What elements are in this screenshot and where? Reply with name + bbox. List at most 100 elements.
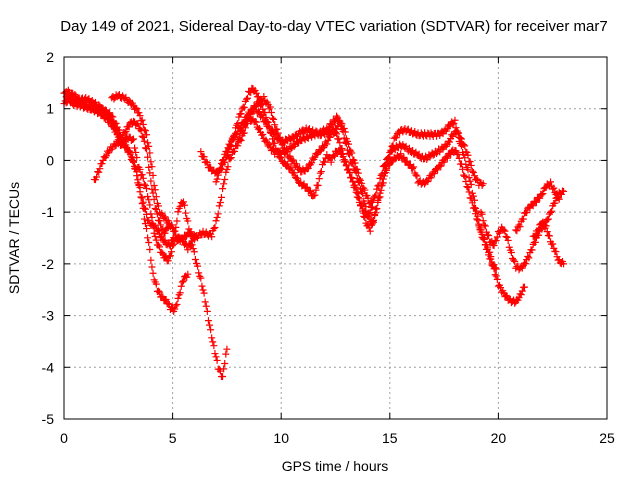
data-point	[535, 226, 543, 234]
data-point	[215, 166, 223, 174]
data-point	[307, 187, 315, 195]
data-point	[210, 342, 218, 350]
data-point	[355, 175, 363, 183]
data-point	[95, 168, 103, 176]
data-point	[152, 280, 160, 288]
data-point	[154, 202, 162, 210]
data-point	[166, 242, 174, 250]
data-point	[152, 205, 160, 213]
data-point	[203, 159, 211, 167]
data-point	[159, 250, 167, 258]
data-point	[547, 208, 555, 216]
data-point	[259, 130, 267, 138]
data-point	[271, 121, 279, 129]
data-point	[354, 169, 362, 177]
data-point	[502, 233, 510, 241]
data-point	[305, 125, 313, 133]
data-point	[208, 233, 216, 241]
data-point	[199, 286, 207, 294]
data-point	[385, 153, 393, 161]
data-point	[377, 171, 385, 179]
data-point	[383, 166, 391, 174]
data-point	[466, 158, 474, 166]
data-point	[139, 174, 147, 182]
data-point	[351, 183, 359, 191]
data-point	[368, 220, 376, 228]
data-point	[143, 185, 151, 193]
data-point	[536, 194, 544, 202]
data-point	[203, 307, 211, 315]
data-point	[206, 321, 214, 329]
data-point	[550, 184, 558, 192]
data-point	[473, 215, 481, 223]
data-point	[519, 215, 527, 223]
data-point	[552, 248, 560, 256]
data-point	[348, 149, 356, 157]
data-point	[262, 118, 270, 126]
data-point	[437, 162, 445, 170]
data-point	[336, 139, 344, 147]
data-point	[340, 156, 348, 164]
data-point	[454, 129, 462, 137]
data-point	[531, 197, 539, 205]
data-point	[485, 251, 493, 259]
data-point	[413, 172, 421, 180]
data-point	[273, 125, 281, 133]
data-point	[200, 289, 208, 297]
data-point	[184, 217, 192, 225]
data-point	[459, 165, 467, 173]
data-point	[211, 224, 219, 232]
data-point	[156, 243, 164, 251]
data-point	[485, 232, 493, 240]
data-point	[409, 164, 417, 172]
data-point	[384, 154, 392, 162]
data-point	[479, 180, 487, 188]
data-point	[158, 248, 166, 256]
data-point	[106, 116, 114, 124]
data-point	[463, 183, 471, 191]
data-point	[434, 166, 442, 174]
data-point	[277, 153, 285, 161]
data-point	[467, 194, 475, 202]
data-point	[144, 234, 152, 242]
data-point	[136, 184, 144, 192]
data-point	[270, 115, 278, 123]
data-point	[208, 334, 216, 342]
data-point	[511, 299, 519, 307]
data-point	[254, 108, 262, 116]
data-point	[349, 178, 357, 186]
data-point	[457, 135, 465, 143]
data-point	[115, 137, 123, 145]
data-point	[259, 113, 267, 121]
data-point	[247, 88, 255, 96]
data-point	[315, 175, 323, 183]
data-point	[335, 135, 343, 143]
x-tick-label: 0	[60, 430, 68, 446]
data-point	[260, 93, 268, 101]
data-point	[468, 199, 476, 207]
data-point	[392, 134, 400, 142]
data-point	[487, 255, 495, 263]
data-point	[525, 254, 533, 262]
data-point	[312, 186, 320, 194]
y-tick-label: 1	[46, 101, 54, 117]
data-point	[126, 150, 134, 158]
data-point	[469, 168, 477, 176]
series-track-k	[529, 218, 568, 268]
data-point	[138, 200, 146, 208]
data-point	[396, 129, 404, 137]
data-point	[231, 147, 239, 155]
data-point	[269, 126, 277, 134]
data-point	[467, 181, 475, 189]
data-point	[214, 210, 222, 218]
data-point	[340, 125, 348, 133]
data-point	[156, 217, 164, 225]
data-point	[366, 208, 374, 216]
data-point	[217, 159, 225, 167]
data-point	[189, 232, 197, 240]
data-point	[424, 178, 432, 186]
data-point	[351, 159, 359, 167]
data-point	[513, 227, 521, 235]
data-point	[138, 171, 146, 179]
